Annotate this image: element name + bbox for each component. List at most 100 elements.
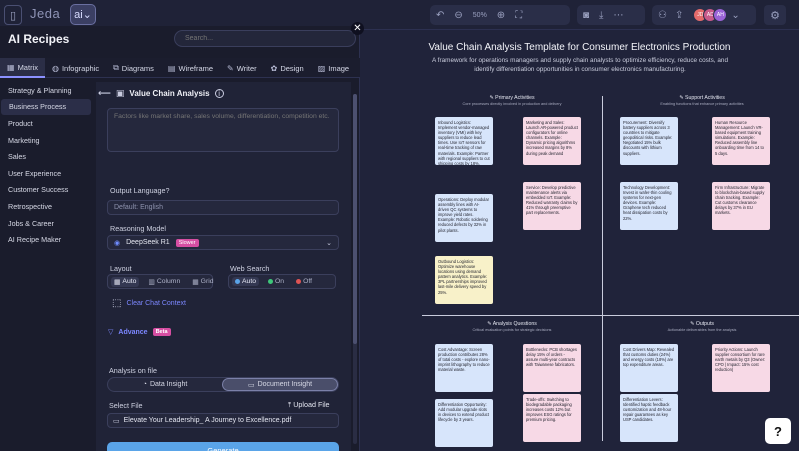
sticky-note[interactable]: Differentiation Levers: Identified hapti… <box>620 394 678 442</box>
tab-design[interactable]: ✿ Design <box>270 63 304 73</box>
export-group: ◙ ⤓ ⋯ <box>577 5 645 25</box>
document-insight-option[interactable]: ▭ Document Insight <box>222 378 338 391</box>
web-search-on-option[interactable]: On <box>265 277 287 286</box>
wireframe-icon: ▤ <box>167 63 176 73</box>
download-icon[interactable]: ⤓ <box>599 9 604 21</box>
sidebar-item-ai-recipe-maker[interactable]: AI Recipe Maker <box>8 235 62 245</box>
zoom-in-icon[interactable]: ⊕ <box>496 9 506 21</box>
chart-icon: ◔ <box>142 381 147 388</box>
sidebar-item-strategy[interactable]: Strategy & Planning <box>8 85 72 95</box>
layout-column-option[interactable]: ▥ Column <box>148 278 181 286</box>
tab-wireframe[interactable]: ▤ Wireframe <box>167 63 214 73</box>
sidebar-item-marketing[interactable]: Marketing <box>8 135 40 145</box>
sticky-note[interactable]: Marketing and Sales: Launch AR-powered p… <box>523 117 581 165</box>
zoom-level[interactable]: 50% <box>472 11 487 19</box>
help-button[interactable]: ? <box>765 418 791 444</box>
quadrant-desc-primary: Core processes directly involved in prod… <box>462 102 562 106</box>
back-arrow-icon[interactable]: ⟵ <box>98 87 111 98</box>
sticky-note[interactable]: Cost Drivers Map: Revealed that customs … <box>620 344 678 392</box>
sticky-note[interactable]: Trade-offs: Switching to biodegradable p… <box>523 394 581 442</box>
reasoning-model-select[interactable]: ◉ DeepSeek R1 Slower ⌄ <box>107 235 339 250</box>
web-search-auto-option[interactable]: Auto <box>232 277 259 286</box>
ai-menu-button[interactable]: ai ⌄ <box>70 4 96 25</box>
sticky-note[interactable]: Cost Advantage: Screen production contri… <box>435 344 493 392</box>
layout-grid-option[interactable]: ▦ Grid <box>192 278 214 286</box>
fit-icon[interactable]: ⛶ <box>515 9 523 21</box>
recipe-header: ⟵ ▣ Value Chain Analysis i <box>98 84 338 102</box>
sidebar-item-jobs-career[interactable]: Jobs & Career <box>8 218 54 228</box>
sticky-note[interactable]: Service: Develop predictive maintenance … <box>523 182 581 230</box>
camera-icon[interactable]: ◙ <box>583 9 590 21</box>
scrollbar-thumb[interactable] <box>353 94 357 344</box>
recipe-tabs: ▦ Matrix ◍ Infographic ⧉ Diagrams ▤ Wirefram… <box>0 58 360 78</box>
avatar[interactable]: AH <box>713 8 728 22</box>
layout-auto-option[interactable]: ▦ Auto <box>111 276 140 287</box>
template-subtitle[interactable]: A framework for operations managers and … <box>431 57 728 73</box>
sidebar-item-customer-success[interactable]: Customer Success <box>8 185 69 195</box>
collab-group: ⚇ ⇪ JD AD AH ⌄ <box>652 5 756 25</box>
file-select[interactable]: ▭ Elevate Your Leadership_ A Journey to … <box>107 413 339 428</box>
document-icon: ▭ <box>113 417 120 425</box>
recipe-title: Value Chain Analysis <box>129 88 210 98</box>
settings-gear-icon[interactable]: ⚙ <box>764 5 786 25</box>
quadrant-head-primary[interactable]: ✎ Primary Activities <box>489 95 535 101</box>
tab-matrix[interactable]: ▦ Matrix <box>0 58 45 78</box>
share-icon[interactable]: ⇪ <box>674 9 684 21</box>
sticky-note[interactable]: Outbound Logistics: Optimize warehouse l… <box>435 256 493 304</box>
quadrant-head-support[interactable]: ✎ Support Activities <box>679 95 725 101</box>
whiteboard-canvas[interactable]: Value Chain Analysis Template for Consum… <box>360 30 799 451</box>
grid-icon: ▦ <box>192 278 199 286</box>
upload-file-button[interactable]: ⤒ Upload File <box>288 400 330 409</box>
advance-toggle[interactable]: ▽ Advance Beta <box>108 328 171 336</box>
output-language-input[interactable]: Default: English <box>107 200 339 215</box>
quadrant-head-outputs[interactable]: ✎ Outputs <box>690 321 714 327</box>
search-input[interactable] <box>174 30 356 47</box>
sticky-note[interactable]: Human Resource Management: Launch VR-bas… <box>712 117 770 165</box>
quadrant-head-questions[interactable]: ✎ Analysis Questions <box>487 321 537 327</box>
layout-options: ▦ Auto ▥ Column ▦ Grid <box>107 274 214 289</box>
clear-chat-button[interactable]: ⬚ Clear Chat Context <box>112 298 186 309</box>
avatar-stack: JD AD AH <box>693 8 728 22</box>
generate-button[interactable]: Generate <box>107 442 339 451</box>
analysis-toggle: ◔ Data Insight ▭ Document Insight <box>107 377 339 392</box>
users-icon[interactable]: ⚇ <box>658 9 667 21</box>
quadrant-divider-horizontal <box>422 315 799 316</box>
ai-recipes-panel: AI Recipes ▦Matrix ◍Infographic ⧉Diagram… <box>0 26 360 451</box>
sticky-note[interactable]: Inbound Logistics: Implement vendor-mana… <box>435 117 493 165</box>
sidebar-item-product[interactable]: Product <box>8 118 33 128</box>
palette-icon: ✿ <box>270 63 278 73</box>
sticky-note[interactable]: Firm Infrastructure: Migrate to blockcha… <box>712 182 770 230</box>
zoom-out-icon[interactable]: ⊖ <box>454 9 463 21</box>
sticky-note[interactable]: Operations: Deploy modular assembly line… <box>435 194 493 242</box>
sticky-note[interactable]: Priority Actions: Launch supplier consor… <box>712 344 770 392</box>
on-dot-icon <box>267 279 273 284</box>
sticky-note[interactable]: Bottlenecks: PCB shortages delay 15% of … <box>523 344 581 392</box>
panel-scrollbar[interactable] <box>353 94 357 444</box>
prompt-input[interactable] <box>107 108 339 152</box>
sidebar-item-sales[interactable]: Sales <box>8 152 26 162</box>
sidebar-item-user-experience[interactable]: User Experience <box>8 168 62 178</box>
web-search-off-option[interactable]: Off <box>293 277 315 286</box>
sticky-note[interactable]: Technology Development: Invest in wafer-… <box>620 182 678 230</box>
sticky-note[interactable]: Differentiation Opportunity: Add modular… <box>435 399 493 447</box>
more-icon[interactable]: ⋯ <box>613 9 624 21</box>
tab-diagrams[interactable]: ⧉ Diagrams <box>113 63 154 73</box>
sticky-note[interactable]: Procurement: Diversify battery suppliers… <box>620 117 678 165</box>
tab-writer[interactable]: ✎ Writer <box>227 63 257 73</box>
info-icon[interactable]: i <box>214 88 224 98</box>
auto-dot-icon <box>235 279 240 284</box>
sidebar-item-business-process[interactable]: Business Process <box>1 98 91 116</box>
tab-image[interactable]: ▨ Image <box>317 63 350 73</box>
sidebar-item-retrospective[interactable]: Retrospective <box>8 201 52 211</box>
matrix-icon: ▣ <box>115 87 125 98</box>
data-insight-option[interactable]: ◔ Data Insight <box>142 381 188 388</box>
chat-icon: ⬚ <box>112 298 122 309</box>
grid-icon: ▦ <box>114 278 121 286</box>
template-title[interactable]: Value Chain Analysis Template for Consum… <box>428 42 731 53</box>
undo-icon[interactable]: ↶ <box>436 9 445 21</box>
tab-infographic[interactable]: ◍ Infographic <box>51 63 100 73</box>
web-search-options: Auto On Off <box>228 274 336 289</box>
sidebar-toggle-icon[interactable]: ▯ <box>4 5 22 25</box>
close-icon[interactable]: ✕ <box>351 22 364 35</box>
chevron-down-icon[interactable]: ⌄ <box>731 9 740 21</box>
